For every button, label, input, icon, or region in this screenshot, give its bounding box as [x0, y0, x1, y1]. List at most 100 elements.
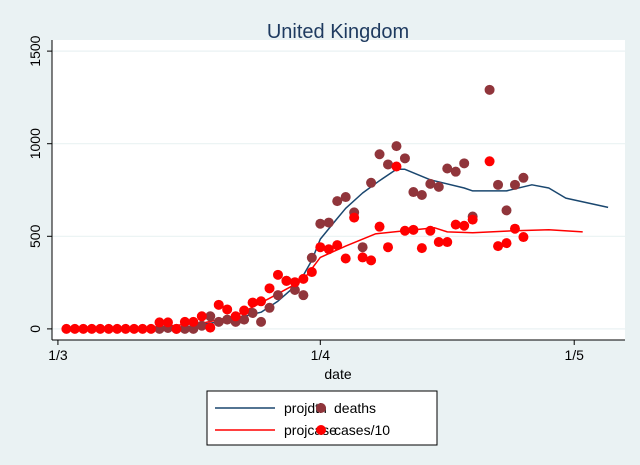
cases-10-point — [247, 297, 258, 308]
cases-10-point — [315, 242, 326, 253]
cases-10-point — [408, 224, 419, 235]
cases-10-point — [171, 323, 182, 334]
deaths-point — [306, 252, 317, 263]
x-tick-label: 1/5 — [564, 347, 584, 363]
deaths-point — [374, 149, 385, 160]
cases-10-point — [332, 240, 343, 251]
cases-10-point — [78, 323, 89, 334]
deaths-point — [509, 179, 520, 190]
x-axis-label: date — [324, 366, 351, 382]
cases-10-point — [256, 296, 267, 307]
legend-projcase-label: projcase — [284, 422, 337, 438]
deaths-point — [391, 141, 402, 152]
cases-10-point — [239, 305, 250, 316]
cases-10-point — [349, 212, 360, 223]
deaths-point — [272, 290, 283, 301]
legend-box — [206, 390, 438, 446]
cases-10-point — [129, 323, 140, 334]
deaths-point — [179, 323, 190, 334]
cases-10-point — [289, 277, 300, 288]
cases-10-point — [484, 156, 495, 167]
deaths-point — [213, 316, 224, 327]
cases-10-point — [383, 242, 394, 253]
deaths-point — [239, 314, 250, 325]
cases-10-point — [61, 323, 72, 334]
cases-10-point — [493, 241, 504, 252]
cases-10-point — [518, 232, 529, 243]
cases-10-point — [112, 323, 123, 334]
x-ticks: 1/3 1/4 1/5 — [48, 340, 584, 363]
deaths-point — [247, 307, 258, 318]
cases-10-point — [340, 253, 351, 264]
cases-10-point — [442, 237, 453, 248]
deaths-point — [459, 158, 470, 169]
cases-10-point — [196, 311, 207, 322]
cases-10-point — [433, 237, 444, 248]
legend-deaths-label: deaths — [334, 400, 376, 416]
cases-10-point — [222, 304, 233, 315]
cases-10-point — [459, 220, 470, 231]
cases-10-point — [162, 317, 173, 328]
cases-10-point — [323, 244, 334, 255]
deaths-point — [408, 187, 419, 198]
legend-cases-label: cases/10 — [334, 422, 390, 438]
cases-10-point — [298, 273, 309, 284]
deaths-point — [256, 316, 267, 327]
cases-10-point — [374, 221, 385, 232]
cases-10-point — [205, 322, 216, 333]
deaths-point — [315, 218, 326, 229]
deaths-point — [323, 217, 334, 228]
cases-10-point — [450, 219, 461, 230]
cases-10-point — [154, 317, 165, 328]
deaths-point — [340, 192, 351, 203]
cases-10-point — [425, 225, 436, 236]
legend: projdth deaths projcase cases/10 — [206, 390, 438, 446]
cases-10-point — [281, 275, 292, 286]
cases-10-point — [366, 255, 377, 266]
cases-10-point — [272, 269, 283, 280]
deaths-point — [383, 159, 394, 170]
y-tick-label: 0 — [27, 325, 43, 333]
cases-10-point — [230, 311, 241, 322]
deaths-point — [425, 178, 436, 189]
deaths-point — [366, 177, 377, 188]
deaths-point — [264, 302, 275, 313]
cases-10-point — [416, 243, 427, 254]
cases-10-point — [399, 225, 410, 236]
cases-10-point — [264, 283, 275, 294]
gridlines — [52, 50, 625, 330]
deaths-point — [298, 290, 309, 301]
x-tick-label: 1/3 — [48, 347, 68, 363]
legend-projdth-label: projdth — [284, 400, 327, 416]
y-ticks: 0 500 1000 1500 — [27, 35, 52, 333]
deaths-point — [484, 84, 495, 95]
cases-10-point — [137, 323, 148, 334]
cases-10-point — [501, 238, 512, 249]
deaths-point — [332, 196, 343, 207]
cases-10-point — [306, 267, 317, 278]
x-tick-label: 1/4 — [311, 347, 331, 363]
chart-title: United Kingdom — [267, 21, 409, 43]
deaths-point — [289, 285, 300, 295]
plot-area — [52, 40, 625, 340]
deaths-point — [205, 311, 216, 322]
deaths-point — [399, 153, 410, 164]
cases-10-point — [146, 323, 157, 334]
cases-10-point — [120, 323, 131, 334]
cases-10-point — [188, 316, 199, 327]
deaths-point — [433, 181, 444, 192]
deaths-point — [450, 166, 461, 177]
deaths-point — [501, 205, 512, 216]
y-tick-label: 1000 — [27, 128, 43, 159]
cases-10-point — [86, 323, 97, 334]
cases-10-point — [95, 323, 106, 334]
deaths-point — [357, 242, 368, 253]
cases-10-point — [357, 252, 368, 263]
deaths-point — [442, 163, 453, 174]
series-points — [61, 84, 529, 334]
deaths-point — [188, 323, 199, 334]
cases-10-point — [179, 316, 190, 327]
deaths-point — [493, 179, 504, 190]
cases-10-point — [213, 299, 224, 310]
